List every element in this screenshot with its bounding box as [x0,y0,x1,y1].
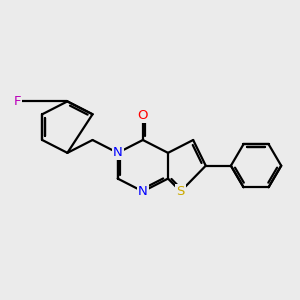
Text: N: N [138,185,148,198]
Text: N: N [113,146,123,159]
Text: F: F [13,95,21,108]
Text: S: S [176,185,185,198]
Text: O: O [138,109,148,122]
